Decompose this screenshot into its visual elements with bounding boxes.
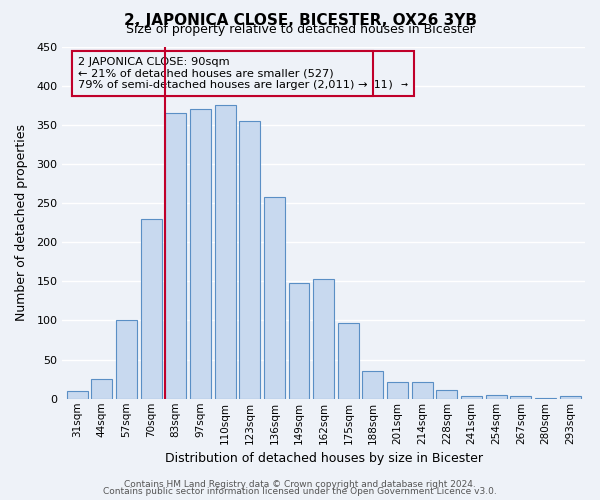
Bar (264, 197, 285, 399)
Bar (412, 382, 433, 399)
Bar (165, 113, 186, 399)
Y-axis label: Number of detached properties: Number of detached properties (15, 124, 28, 321)
Bar (289, 283, 310, 399)
Text: Contains HM Land Registry data © Crown copyright and database right 2024.: Contains HM Land Registry data © Crown c… (124, 480, 476, 489)
Text: 2 JAPONICA CLOSE: 90sqm
← 21% of detached houses are smaller (527)
79% of semi-d: 2 JAPONICA CLOSE: 90sqm ← 21% of detache… (78, 57, 367, 90)
Bar (535, 398, 556, 399)
Bar (486, 395, 507, 399)
Bar (338, 323, 359, 399)
Bar (140, 218, 161, 399)
Bar (511, 396, 532, 399)
Bar (436, 390, 457, 399)
Text: 2 JAPONICA CLOSE: 90sqm
← 21% of detached houses are smaller (527)
79% of semi-d: 2 JAPONICA CLOSE: 90sqm ← 21% of detache… (78, 57, 408, 90)
X-axis label: Distribution of detached houses by size in Bicester: Distribution of detached houses by size … (164, 452, 482, 465)
Bar (239, 121, 260, 399)
Bar (313, 279, 334, 399)
Bar (560, 396, 581, 399)
Bar (461, 396, 482, 399)
Text: 2, JAPONICA CLOSE, BICESTER, OX26 3YB: 2, JAPONICA CLOSE, BICESTER, OX26 3YB (124, 12, 476, 28)
Bar (116, 320, 137, 399)
Bar (362, 372, 383, 399)
Bar (190, 109, 211, 399)
Bar (91, 379, 112, 399)
Text: Contains public sector information licensed under the Open Government Licence v3: Contains public sector information licen… (103, 487, 497, 496)
Bar (387, 382, 408, 399)
Bar (67, 391, 88, 399)
Bar (215, 105, 236, 399)
Text: Size of property relative to detached houses in Bicester: Size of property relative to detached ho… (125, 23, 475, 36)
